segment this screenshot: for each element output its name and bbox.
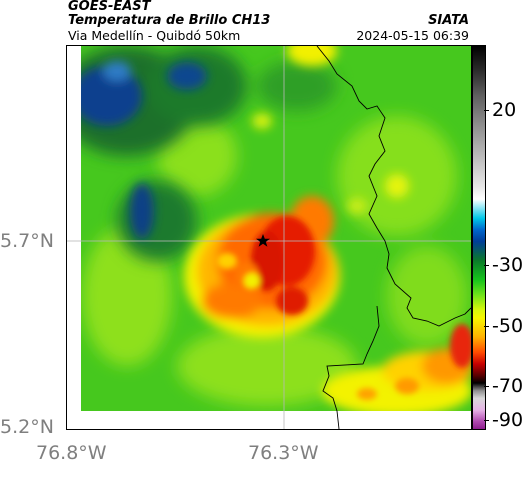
colorbar-tick — [484, 326, 489, 327]
colorbar-tick — [484, 110, 489, 111]
colorbar-gradient — [473, 46, 485, 429]
route-subtitle: Via Medellín - Quibdó 50km — [68, 28, 241, 43]
satellite-name: GOES-EAST — [68, 0, 151, 14]
colorbar-tick — [484, 265, 489, 266]
satellite-map[interactable] — [66, 45, 472, 430]
department-border — [316, 46, 471, 327]
department-border-south — [322, 305, 380, 429]
star-icon — [256, 234, 270, 247]
colorbar-label-minus-70: -70 — [492, 375, 524, 397]
latitude-label-5-7: 5.7°N — [0, 230, 54, 252]
colorbar-label-minus-30: -30 — [492, 254, 524, 276]
latitude-label-5-2: 5.2°N — [0, 416, 54, 438]
colorbar-label-minus-90: -90 — [492, 409, 524, 431]
colorbar-label-minus-50: -50 — [492, 315, 524, 337]
colorbar-tick — [484, 420, 489, 421]
product-title: Temperatura de Brillo CH13 — [68, 13, 271, 28]
temperature-colorbar — [472, 45, 486, 430]
organization-label: SIATA — [428, 13, 469, 28]
timestamp: 2024-05-15 06:39 — [356, 28, 469, 43]
brightness-temperature-field — [67, 46, 471, 429]
longitude-label-76-3: 76.3°W — [248, 442, 319, 464]
longitude-label-76-8: 76.8°W — [36, 442, 107, 464]
colorbar-label-20: 20 — [492, 99, 517, 121]
colorbar-tick — [484, 386, 489, 387]
